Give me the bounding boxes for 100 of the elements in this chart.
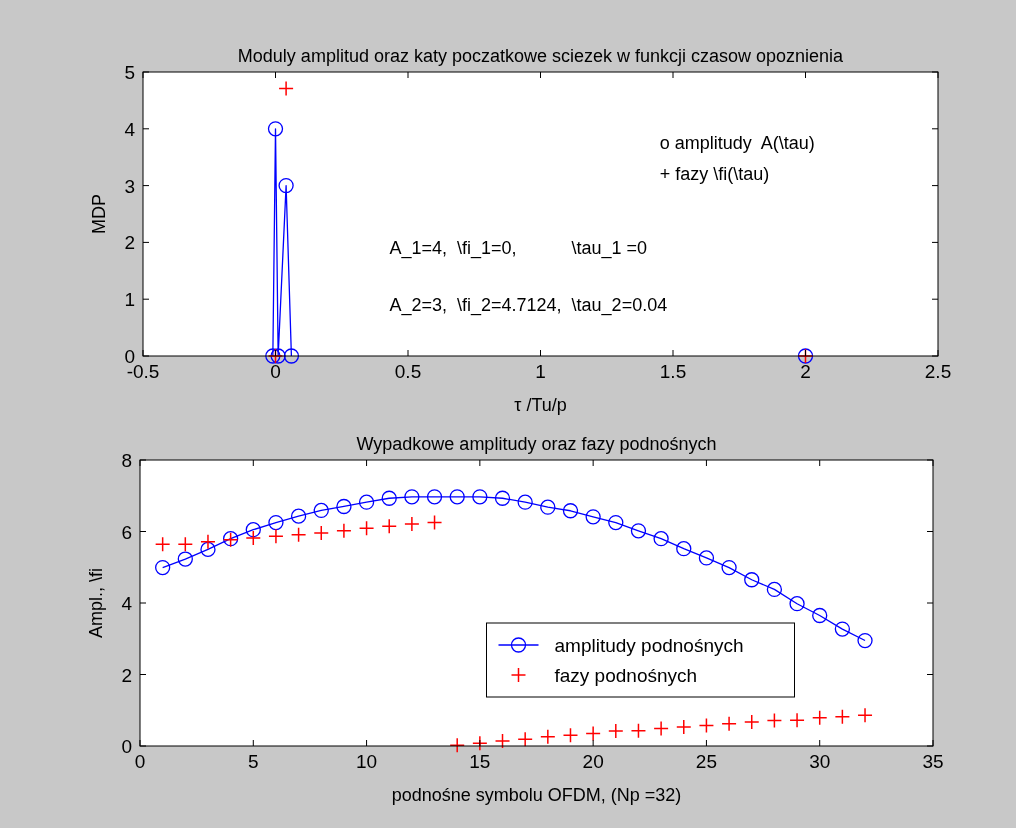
chart-title: Moduly amplitud oraz katy poczatkowe sciezek w funkcji czasow opoznienia [237, 46, 845, 66]
point [177, 536, 194, 553]
point [268, 528, 284, 544]
x-tick-label: 25 [695, 751, 717, 772]
point [268, 514, 284, 531]
point [676, 541, 692, 557]
x-tick-label: 1 [535, 361, 546, 382]
x-tick-label: 5 [248, 751, 259, 772]
point [472, 489, 488, 505]
point [200, 541, 216, 558]
point [743, 714, 760, 730]
y-tick-label: 0 [124, 346, 135, 367]
point [517, 494, 533, 510]
point [290, 526, 307, 543]
legend-label: amplitudy podnośnych [554, 635, 744, 656]
point [404, 516, 420, 532]
y-tick-label: 3 [124, 175, 135, 197]
y-tick-label: 2 [124, 232, 135, 254]
point [653, 531, 669, 547]
point [630, 523, 647, 539]
point [630, 722, 647, 739]
point [834, 621, 851, 637]
point [517, 731, 533, 747]
point [698, 717, 715, 734]
point [721, 559, 737, 576]
point [608, 514, 624, 531]
point [200, 534, 216, 550]
point [245, 522, 261, 538]
point [267, 121, 284, 137]
point [608, 723, 624, 739]
y-tick-label: 8 [121, 450, 132, 471]
point [426, 514, 443, 531]
y-tick-label: 4 [124, 118, 136, 140]
x-tick-label: 1.5 [659, 361, 687, 382]
point [404, 489, 420, 505]
point [676, 719, 692, 735]
point [585, 725, 601, 742]
point [245, 530, 262, 546]
point [494, 733, 511, 749]
annotation: A_1=4, \fi_1=0, \tau_1 =0 [389, 237, 648, 259]
point [381, 518, 397, 534]
x-tick-label: 35 [922, 751, 944, 772]
point [313, 525, 330, 541]
point [834, 708, 851, 725]
x-tick-label: 20 [582, 751, 604, 772]
point [540, 728, 556, 745]
point [283, 348, 300, 364]
point [177, 551, 193, 567]
x-tick-label: 15 [469, 751, 491, 772]
point [336, 498, 352, 515]
point [313, 502, 329, 519]
point [540, 499, 556, 515]
point [278, 177, 294, 194]
point [358, 494, 375, 510]
y-tick-label: 1 [124, 289, 135, 311]
point [278, 80, 294, 97]
point [789, 712, 805, 729]
point [811, 710, 828, 726]
chart-title: Wypadkowe amplitudy oraz fazy podnośnych [356, 434, 717, 454]
point [653, 720, 669, 737]
x-tick-label: 0 [270, 361, 281, 382]
point [698, 550, 715, 566]
annotation: A_2=3, \fi_2=4.7124, \tau_2=0.04 [389, 294, 668, 316]
y-axis-title: MDP [89, 194, 109, 234]
point [154, 536, 171, 553]
point [358, 520, 375, 537]
point [789, 596, 805, 612]
legend-label: fazy podnośnych [554, 665, 698, 686]
point [857, 707, 873, 724]
point [155, 559, 171, 576]
y-tick-label: 2 [121, 664, 132, 686]
y-axis-title: Ampl., \fi [86, 567, 106, 639]
point [472, 735, 488, 751]
point [766, 581, 783, 598]
y-tick-label: 0 [121, 736, 132, 757]
point [290, 508, 307, 524]
point [857, 632, 873, 649]
point [744, 572, 760, 588]
y-tick-label: 6 [121, 521, 132, 543]
point [562, 503, 579, 519]
y-tick-label: 5 [124, 62, 135, 83]
annotation: o amplitudy A(\tau) [659, 132, 815, 153]
point [494, 490, 511, 506]
x-tick-label: 10 [356, 751, 378, 772]
point [426, 489, 443, 505]
point [562, 727, 579, 744]
point [766, 712, 783, 729]
point [336, 523, 352, 539]
point [449, 489, 465, 505]
x-axis-title: podnośne symbolu OFDM, (Np =32) [391, 785, 682, 805]
x-tick-label: 0.5 [394, 361, 422, 382]
x-tick-label: 2.5 [924, 361, 952, 382]
point [381, 490, 397, 506]
x-tick-label: 2 [800, 361, 811, 382]
annotation: + fazy \fi(\tau) [659, 163, 770, 184]
point [585, 509, 601, 525]
y-tick-label: 4 [121, 593, 133, 614]
point [721, 716, 737, 732]
point [812, 607, 828, 624]
x-axis-title: τ /Tu/p [514, 395, 567, 415]
